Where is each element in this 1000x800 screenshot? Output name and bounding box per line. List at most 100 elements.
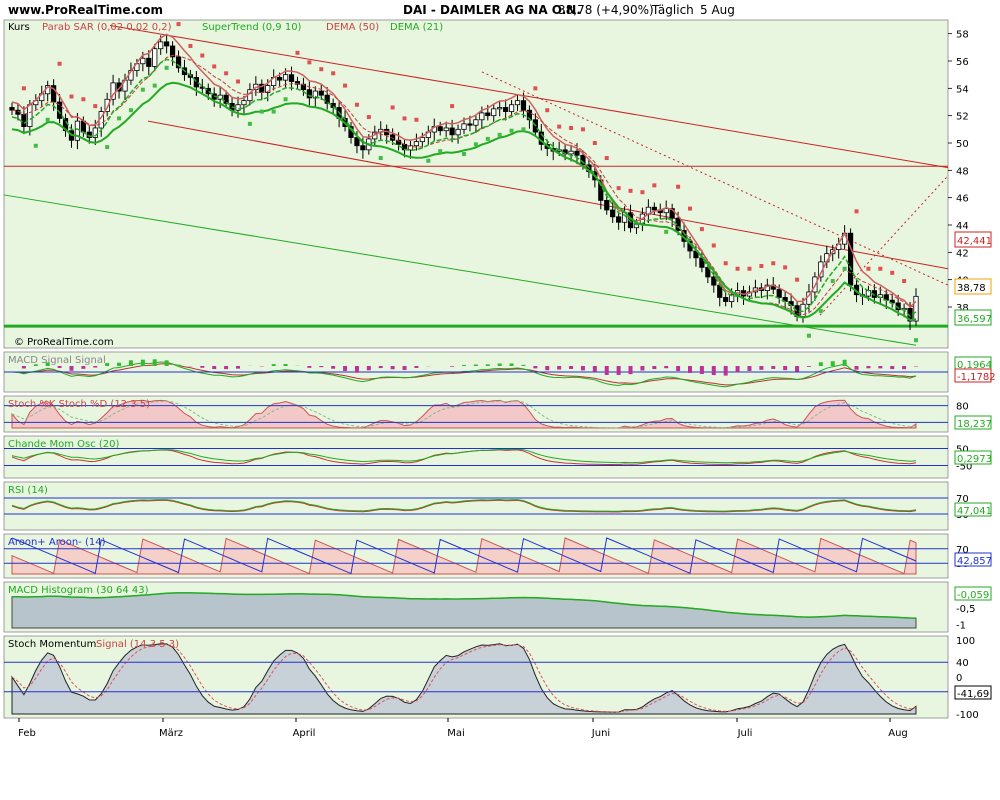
sar-dot xyxy=(57,61,62,66)
macd-bar xyxy=(402,366,407,371)
candle-body xyxy=(390,134,396,141)
last-value-label: 47,041 xyxy=(957,506,992,517)
stoch-momentum-signal-legend: Signal (14 3 5 3) xyxy=(96,639,179,650)
panel-4 xyxy=(3,481,949,531)
last-value-box xyxy=(954,278,992,295)
price-change: 38,78 (+4,90%) xyxy=(558,3,654,17)
sar-dot xyxy=(426,158,431,163)
y-tick-label: -100 xyxy=(956,710,979,721)
watermark-label: © ProRealTime.com xyxy=(14,337,114,348)
y-tick-label: 50 xyxy=(956,445,969,456)
candle-body xyxy=(437,126,443,132)
sar-dot xyxy=(93,104,98,109)
y-tick-label: 70 xyxy=(956,545,969,556)
x-tick-label: März xyxy=(159,728,183,739)
indicator-legend: Stoch %K Stoch %D (12 3 5) xyxy=(8,399,150,410)
sar-dot xyxy=(450,104,455,109)
sar-dot xyxy=(247,121,252,126)
macd-bar xyxy=(545,366,550,371)
sar-dot xyxy=(366,115,371,120)
sar-dot xyxy=(735,266,740,271)
y-tick-label: 42 xyxy=(956,248,969,259)
sar-dot xyxy=(688,206,692,211)
macd-bar xyxy=(331,366,336,369)
sar-dot xyxy=(616,186,621,191)
sar-dot xyxy=(545,108,550,113)
candle-body xyxy=(395,139,402,145)
macd-bar xyxy=(117,362,122,366)
rsi-line-green xyxy=(11,498,917,512)
macd-bar xyxy=(200,366,205,368)
x-tick-label: Juli xyxy=(737,728,753,739)
macd-bar xyxy=(771,366,776,369)
candle-body xyxy=(455,128,461,136)
x-tick-label: Feb xyxy=(18,728,36,739)
macd-bar xyxy=(152,359,157,366)
macd-bar xyxy=(533,366,538,369)
macd-bar xyxy=(521,364,526,366)
sar-dot xyxy=(723,261,728,266)
macd-bar xyxy=(616,366,621,375)
candle-body xyxy=(669,208,675,219)
y-tick-label: 50 xyxy=(956,139,969,150)
sar-dot xyxy=(212,64,217,69)
supertrend-band xyxy=(11,81,917,322)
indicator-legend: Stoch Momentum xyxy=(8,639,96,650)
sar-dot xyxy=(462,151,466,156)
candle-body xyxy=(140,57,146,65)
y-tick-label: 40 xyxy=(956,658,969,669)
candle-body xyxy=(467,123,473,126)
sar-dot xyxy=(117,116,122,121)
last-value-box xyxy=(954,685,992,700)
candle-body xyxy=(205,87,211,95)
sar-dot xyxy=(533,86,538,91)
macd-bar xyxy=(319,366,324,368)
last-value-box xyxy=(954,368,992,383)
candle-body xyxy=(508,104,515,112)
y-tick-label: -1 xyxy=(956,621,966,632)
candle-body xyxy=(288,74,295,82)
chande-line-green xyxy=(11,448,917,464)
sar-dot xyxy=(283,97,288,102)
sar-dot xyxy=(295,50,300,55)
macd-bar xyxy=(890,366,895,370)
price-legend-item: DEMA (21) xyxy=(390,22,443,33)
macd-bar xyxy=(759,366,764,370)
macd-bar xyxy=(212,366,217,370)
y-tick-label: 38 xyxy=(956,303,969,314)
sar-dot xyxy=(557,124,562,129)
macd-bar xyxy=(699,366,704,375)
sar-dot xyxy=(664,229,669,234)
candle-body xyxy=(146,57,152,67)
rsi-line xyxy=(11,499,917,513)
candle-body xyxy=(407,145,414,151)
macd-bar xyxy=(176,364,181,366)
last-value-label: 42,441 xyxy=(957,236,992,247)
last-value-box xyxy=(954,309,992,326)
dotted-trend-line xyxy=(481,71,949,286)
sar-dot xyxy=(140,87,145,92)
green-support-line xyxy=(3,194,917,346)
sar-dot xyxy=(390,105,395,110)
last-value-box xyxy=(954,586,992,601)
sar-dot xyxy=(307,60,312,65)
macd-bar xyxy=(307,366,312,368)
y-tick-label: 100 xyxy=(956,636,975,647)
last-value-box xyxy=(954,450,992,465)
candle-body xyxy=(324,94,330,104)
sar-dot xyxy=(176,22,181,27)
sar-dot xyxy=(842,266,847,271)
macd-bar xyxy=(128,360,133,366)
indicator-legend: Chande Mom Osc (20) xyxy=(8,439,120,450)
sar-dot xyxy=(259,109,264,114)
macd-bar xyxy=(592,366,597,372)
aroon-up-line xyxy=(11,537,917,575)
candle-body xyxy=(651,206,657,211)
sar-dot xyxy=(569,125,574,130)
candle-body xyxy=(568,150,574,155)
price-legend-item: SuperTrend (0,9 10) xyxy=(202,22,302,33)
candle-body xyxy=(491,108,497,117)
macd-bar xyxy=(818,362,823,366)
y-tick-label: 58 xyxy=(956,30,969,41)
